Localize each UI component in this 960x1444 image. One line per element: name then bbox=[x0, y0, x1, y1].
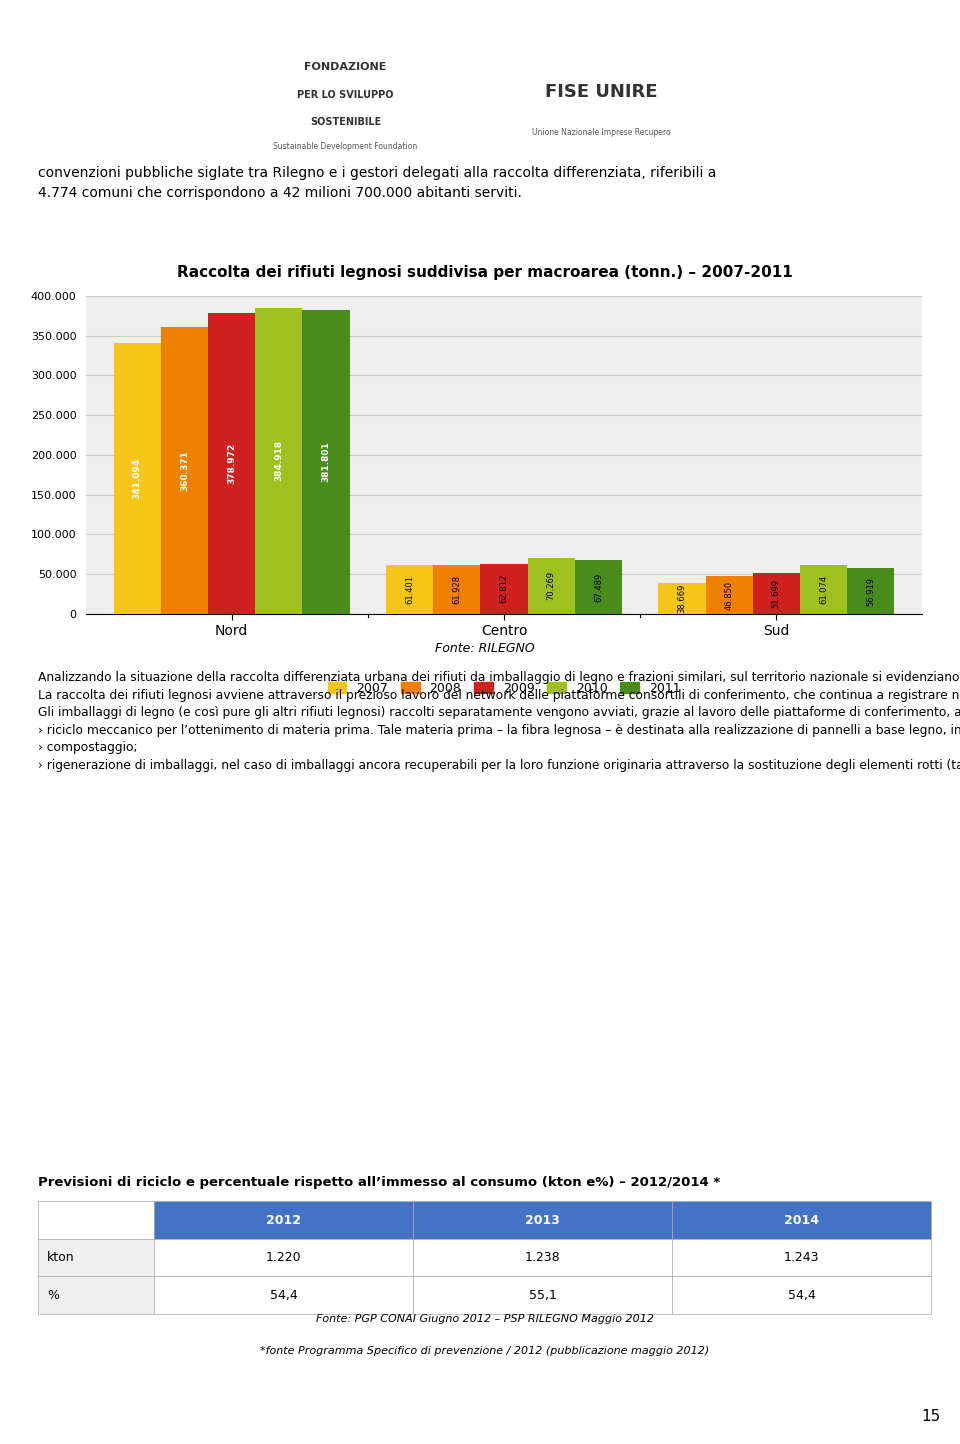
Bar bbox=[480, 563, 528, 614]
Text: 56.919: 56.919 bbox=[866, 576, 876, 605]
Text: *fonte Programma Specifico di prevenzione / 2012 (pubblicazione maggio 2012): *fonte Programma Specifico di prevenzion… bbox=[260, 1346, 709, 1356]
Bar bbox=[528, 557, 575, 614]
Text: 378.972: 378.972 bbox=[228, 442, 236, 484]
Bar bbox=[302, 310, 349, 614]
Text: 2013: 2013 bbox=[525, 1213, 561, 1227]
Text: 46.850: 46.850 bbox=[725, 580, 733, 609]
Text: Unione Nazionale Imprese Recupero: Unione Nazionale Imprese Recupero bbox=[532, 127, 670, 137]
Text: Fonte: PGP CONAI Giugno 2012 – PSP RILEGNO Maggio 2012: Fonte: PGP CONAI Giugno 2012 – PSP RILEG… bbox=[316, 1314, 654, 1324]
Bar bbox=[672, 1239, 931, 1276]
Bar bbox=[255, 308, 302, 614]
Bar bbox=[38, 1201, 155, 1239]
Bar bbox=[155, 1201, 414, 1239]
Text: 2012: 2012 bbox=[267, 1213, 301, 1227]
Text: FONDAZIONE: FONDAZIONE bbox=[304, 62, 387, 72]
Text: 55,1: 55,1 bbox=[529, 1288, 557, 1302]
Legend: 2007, 2008, 2009, 2010, 2011: 2007, 2008, 2009, 2010, 2011 bbox=[323, 677, 685, 700]
Bar bbox=[575, 560, 622, 614]
Text: 15: 15 bbox=[922, 1409, 941, 1424]
Text: convenzioni pubbliche siglate tra Rilegno e i gestori delegati alla raccolta dif: convenzioni pubbliche siglate tra Rilegn… bbox=[38, 166, 717, 199]
Text: 1.220: 1.220 bbox=[266, 1251, 301, 1265]
Text: 61.401: 61.401 bbox=[405, 575, 414, 604]
Text: 54,4: 54,4 bbox=[270, 1288, 298, 1302]
Bar bbox=[672, 1201, 931, 1239]
Bar bbox=[38, 1239, 155, 1276]
Text: PER LO SVILUPPO: PER LO SVILUPPO bbox=[298, 91, 394, 100]
Bar bbox=[659, 583, 706, 614]
Text: SOSTENIBILE: SOSTENIBILE bbox=[310, 117, 381, 127]
Text: FISE UNIRE: FISE UNIRE bbox=[544, 84, 658, 101]
Text: kton: kton bbox=[47, 1251, 75, 1265]
Text: Sustainable Development Foundation: Sustainable Development Foundation bbox=[274, 142, 418, 150]
Bar bbox=[672, 1276, 931, 1314]
Bar bbox=[753, 573, 800, 614]
Text: 62.812: 62.812 bbox=[499, 575, 509, 604]
Text: 341.094: 341.094 bbox=[132, 458, 142, 498]
Bar bbox=[800, 565, 847, 614]
Bar bbox=[161, 328, 208, 614]
Text: 2014: 2014 bbox=[784, 1213, 819, 1227]
Bar bbox=[433, 565, 480, 614]
Text: %: % bbox=[47, 1288, 60, 1302]
Bar bbox=[414, 1276, 672, 1314]
Text: 61.074: 61.074 bbox=[819, 575, 828, 604]
Text: 360.371: 360.371 bbox=[180, 451, 189, 491]
Text: Analizzando la situazione della raccolta differenziata urbana dei rifiuti da imb: Analizzando la situazione della raccolta… bbox=[38, 671, 960, 773]
Text: 1.243: 1.243 bbox=[784, 1251, 820, 1265]
Text: 61.928: 61.928 bbox=[452, 575, 462, 604]
Text: 70.269: 70.269 bbox=[546, 572, 556, 601]
Bar bbox=[847, 569, 895, 614]
Bar bbox=[414, 1201, 672, 1239]
Text: 38.669: 38.669 bbox=[678, 583, 686, 614]
Bar bbox=[208, 313, 255, 614]
Text: 51.699: 51.699 bbox=[772, 579, 780, 608]
Text: 54,4: 54,4 bbox=[788, 1288, 816, 1302]
Bar bbox=[706, 576, 753, 614]
Bar bbox=[38, 1276, 155, 1314]
Bar bbox=[155, 1239, 414, 1276]
Text: Fonte: RILEGNO: Fonte: RILEGNO bbox=[435, 641, 535, 656]
Text: 384.918: 384.918 bbox=[275, 440, 283, 481]
Bar bbox=[155, 1276, 414, 1314]
Bar bbox=[414, 1239, 672, 1276]
Text: Raccolta dei rifiuti legnosi suddivisa per macroarea (tonn.) – 2007-2011: Raccolta dei rifiuti legnosi suddivisa p… bbox=[177, 266, 793, 280]
Text: Previsioni di riciclo e percentuale rispetto all’immesso al consumo (kton e%) – : Previsioni di riciclo e percentuale risp… bbox=[38, 1175, 721, 1190]
Text: 1.238: 1.238 bbox=[525, 1251, 561, 1265]
Text: 381.801: 381.801 bbox=[322, 442, 330, 482]
Bar bbox=[386, 565, 433, 614]
Text: 67.489: 67.489 bbox=[594, 572, 603, 602]
Bar bbox=[113, 342, 161, 614]
